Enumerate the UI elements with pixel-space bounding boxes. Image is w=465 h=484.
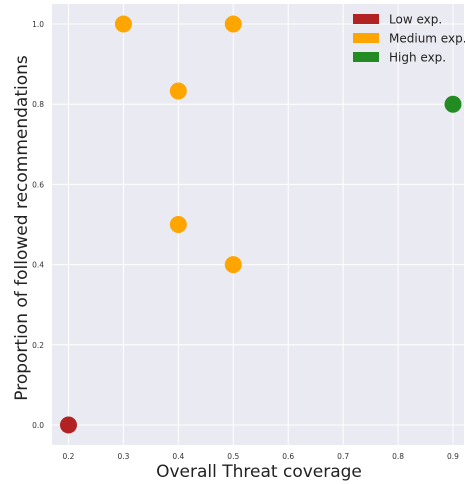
legend-swatch xyxy=(353,14,379,24)
legend-label: Low exp. xyxy=(389,13,442,27)
legend-label: Medium exp. xyxy=(389,32,465,46)
x-axis-label: Overall Threat coverage xyxy=(156,462,362,482)
data-point xyxy=(170,216,187,233)
y-tick-labels: 0.0 0.2 0.4 0.6 0.8 1.0 xyxy=(32,20,44,430)
y-tick-label: 0.4 xyxy=(32,261,44,270)
data-point xyxy=(60,416,77,433)
x-tick-label: 0.3 xyxy=(117,452,129,461)
data-point xyxy=(225,16,242,33)
x-tick-label: 0.2 xyxy=(63,452,75,461)
x-tick-label: 0.7 xyxy=(337,452,349,461)
y-tick-label: 0.2 xyxy=(32,341,44,350)
y-tick-label: 0.6 xyxy=(32,180,44,189)
x-tick-labels: 0.2 0.3 0.4 0.5 0.6 0.7 0.8 0.9 xyxy=(63,452,460,461)
x-tick-label: 0.8 xyxy=(392,452,404,461)
legend-label: High exp. xyxy=(389,51,446,65)
x-tick-label: 0.6 xyxy=(282,452,294,461)
y-tick-label: 0.0 xyxy=(32,421,44,430)
x-tick-label: 0.4 xyxy=(172,452,184,461)
data-point xyxy=(225,256,242,273)
y-tick-label: 0.8 xyxy=(32,100,44,109)
legend-swatch xyxy=(353,33,379,43)
y-tick-label: 1.0 xyxy=(32,20,44,29)
data-point xyxy=(170,82,187,99)
y-axis-label: Proportion of followed recommendations xyxy=(12,55,32,401)
plot-area xyxy=(52,4,464,445)
x-tick-label: 0.9 xyxy=(447,452,459,461)
data-point xyxy=(115,16,132,33)
legend-swatch xyxy=(353,52,379,62)
data-point xyxy=(445,96,462,113)
x-tick-label: 0.5 xyxy=(227,452,239,461)
